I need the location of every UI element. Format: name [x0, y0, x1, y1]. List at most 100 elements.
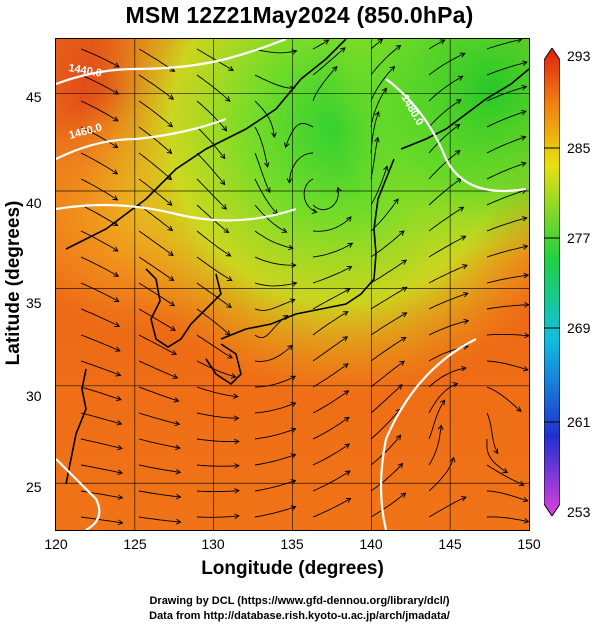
streamline-arrowhead: [517, 39, 523, 43]
streamline-arrowhead: [343, 390, 350, 396]
colorbar-tick-label: 285: [567, 140, 591, 156]
x-tick-label: 135: [280, 536, 304, 552]
streamline: [428, 52, 466, 76]
streamline: [80, 386, 122, 401]
streamline: [196, 515, 239, 518]
streamline: [370, 198, 399, 232]
streamline-arrowhead: [520, 109, 527, 116]
streamline: [486, 274, 529, 284]
streamline-arrowhead: [336, 186, 342, 193]
streamline-arrowhead: [383, 165, 389, 172]
streamline: [486, 136, 526, 154]
streamline-arrowhead: [454, 123, 461, 130]
streamline-arrowhead: [331, 66, 338, 72]
streamline: [138, 360, 178, 379]
streamline: [138, 412, 180, 425]
streamline-arrowhead: [395, 434, 402, 441]
colorbar-tick-label: 261: [567, 414, 591, 430]
streamline: [80, 438, 123, 449]
y-tick-label: 45: [26, 89, 42, 105]
streamline-arrowhead: [523, 272, 529, 279]
streamline-arrowhead: [401, 259, 408, 265]
streamline-arrowhead: [175, 469, 182, 475]
map-plot-area: 1440.0 1460.0 1480.0: [55, 38, 530, 531]
streamline-arrowhead: [286, 178, 293, 184]
streamline: [486, 490, 528, 502]
streamline-arrowhead: [168, 250, 174, 257]
streamline: [254, 479, 296, 492]
japan-honshu-coast: [220, 158, 395, 340]
streamline: [254, 454, 296, 466]
streamline-arrowhead: [523, 518, 529, 524]
streamline-arrowhead: [524, 332, 529, 339]
streamline: [486, 217, 527, 232]
streamline-arrowhead: [343, 416, 350, 423]
streamline: [254, 298, 295, 311]
streamline-arrowhead: [458, 206, 465, 212]
streamline-arrowhead: [502, 467, 509, 474]
streamline: [138, 438, 181, 449]
streamline: [254, 178, 278, 215]
streamline: [370, 337, 407, 362]
streamline: [428, 150, 461, 180]
streamline-arrowhead: [401, 286, 408, 292]
streamline: [80, 464, 123, 474]
streamline-arrowhead: [389, 65, 396, 72]
streamline-arrowhead: [113, 271, 120, 277]
streamline-arrowhead: [219, 153, 226, 160]
streamline: [80, 282, 120, 302]
streamline-arrowhead: [524, 302, 529, 308]
x-tick-label: 125: [123, 536, 147, 552]
streamline: [428, 399, 446, 440]
streamline-arrowhead: [287, 344, 294, 351]
streamline: [486, 86, 527, 102]
streamline: [370, 230, 405, 258]
streamline: [138, 178, 173, 206]
streamline-arrowhead: [172, 373, 179, 379]
streamline: [80, 126, 118, 148]
streamline: [312, 266, 352, 284]
streamline-arrowhead: [439, 39, 446, 45]
streamline: [196, 386, 238, 398]
streamline: [80, 308, 120, 327]
streamline: [312, 47, 346, 76]
streamline-arrowhead: [175, 493, 182, 500]
streamline-arrowhead: [117, 494, 124, 500]
x-tick-label: 145: [438, 536, 462, 552]
streamline-arrowhead: [455, 99, 462, 105]
streamline-arrowhead: [230, 373, 237, 379]
streamline: [428, 320, 469, 336]
contour-line-1480: [385, 78, 527, 193]
streamline: [196, 334, 233, 359]
streamline-arrowhead: [342, 336, 349, 342]
streamline-arrowhead: [346, 266, 353, 272]
streamline-arrowhead: [225, 251, 232, 257]
streamline: [428, 206, 464, 232]
streamline: [196, 464, 239, 467]
hokkaido-kuril-coast: [400, 68, 529, 150]
streamline-arrowhead: [454, 150, 461, 156]
y-axis-label: Latitude (degrees): [3, 200, 24, 366]
streamline: [370, 492, 406, 518]
streamline: [312, 336, 348, 362]
streamline-arrowhead: [170, 325, 176, 331]
streamline: [312, 443, 350, 466]
streamline: [80, 48, 120, 68]
streamline: [370, 137, 379, 180]
streamline: [312, 390, 349, 414]
streamline: [254, 230, 293, 249]
streamline-arrowhead: [166, 200, 173, 206]
streamline: [80, 256, 119, 277]
streamline: [80, 178, 118, 201]
streamline: [370, 166, 388, 206]
streamline: [138, 516, 181, 523]
japan-kyushu-coast: [205, 343, 242, 386]
streamline-arrowhead: [461, 264, 468, 270]
streamline: [312, 363, 349, 388]
streamline: [138, 256, 174, 281]
streamline-arrowhead: [347, 242, 354, 248]
streamline-arrowhead: [344, 288, 351, 294]
y-tick-label: 40: [26, 195, 42, 211]
streamline-arrowhead: [290, 479, 297, 485]
streamline-arrowhead: [174, 420, 181, 427]
